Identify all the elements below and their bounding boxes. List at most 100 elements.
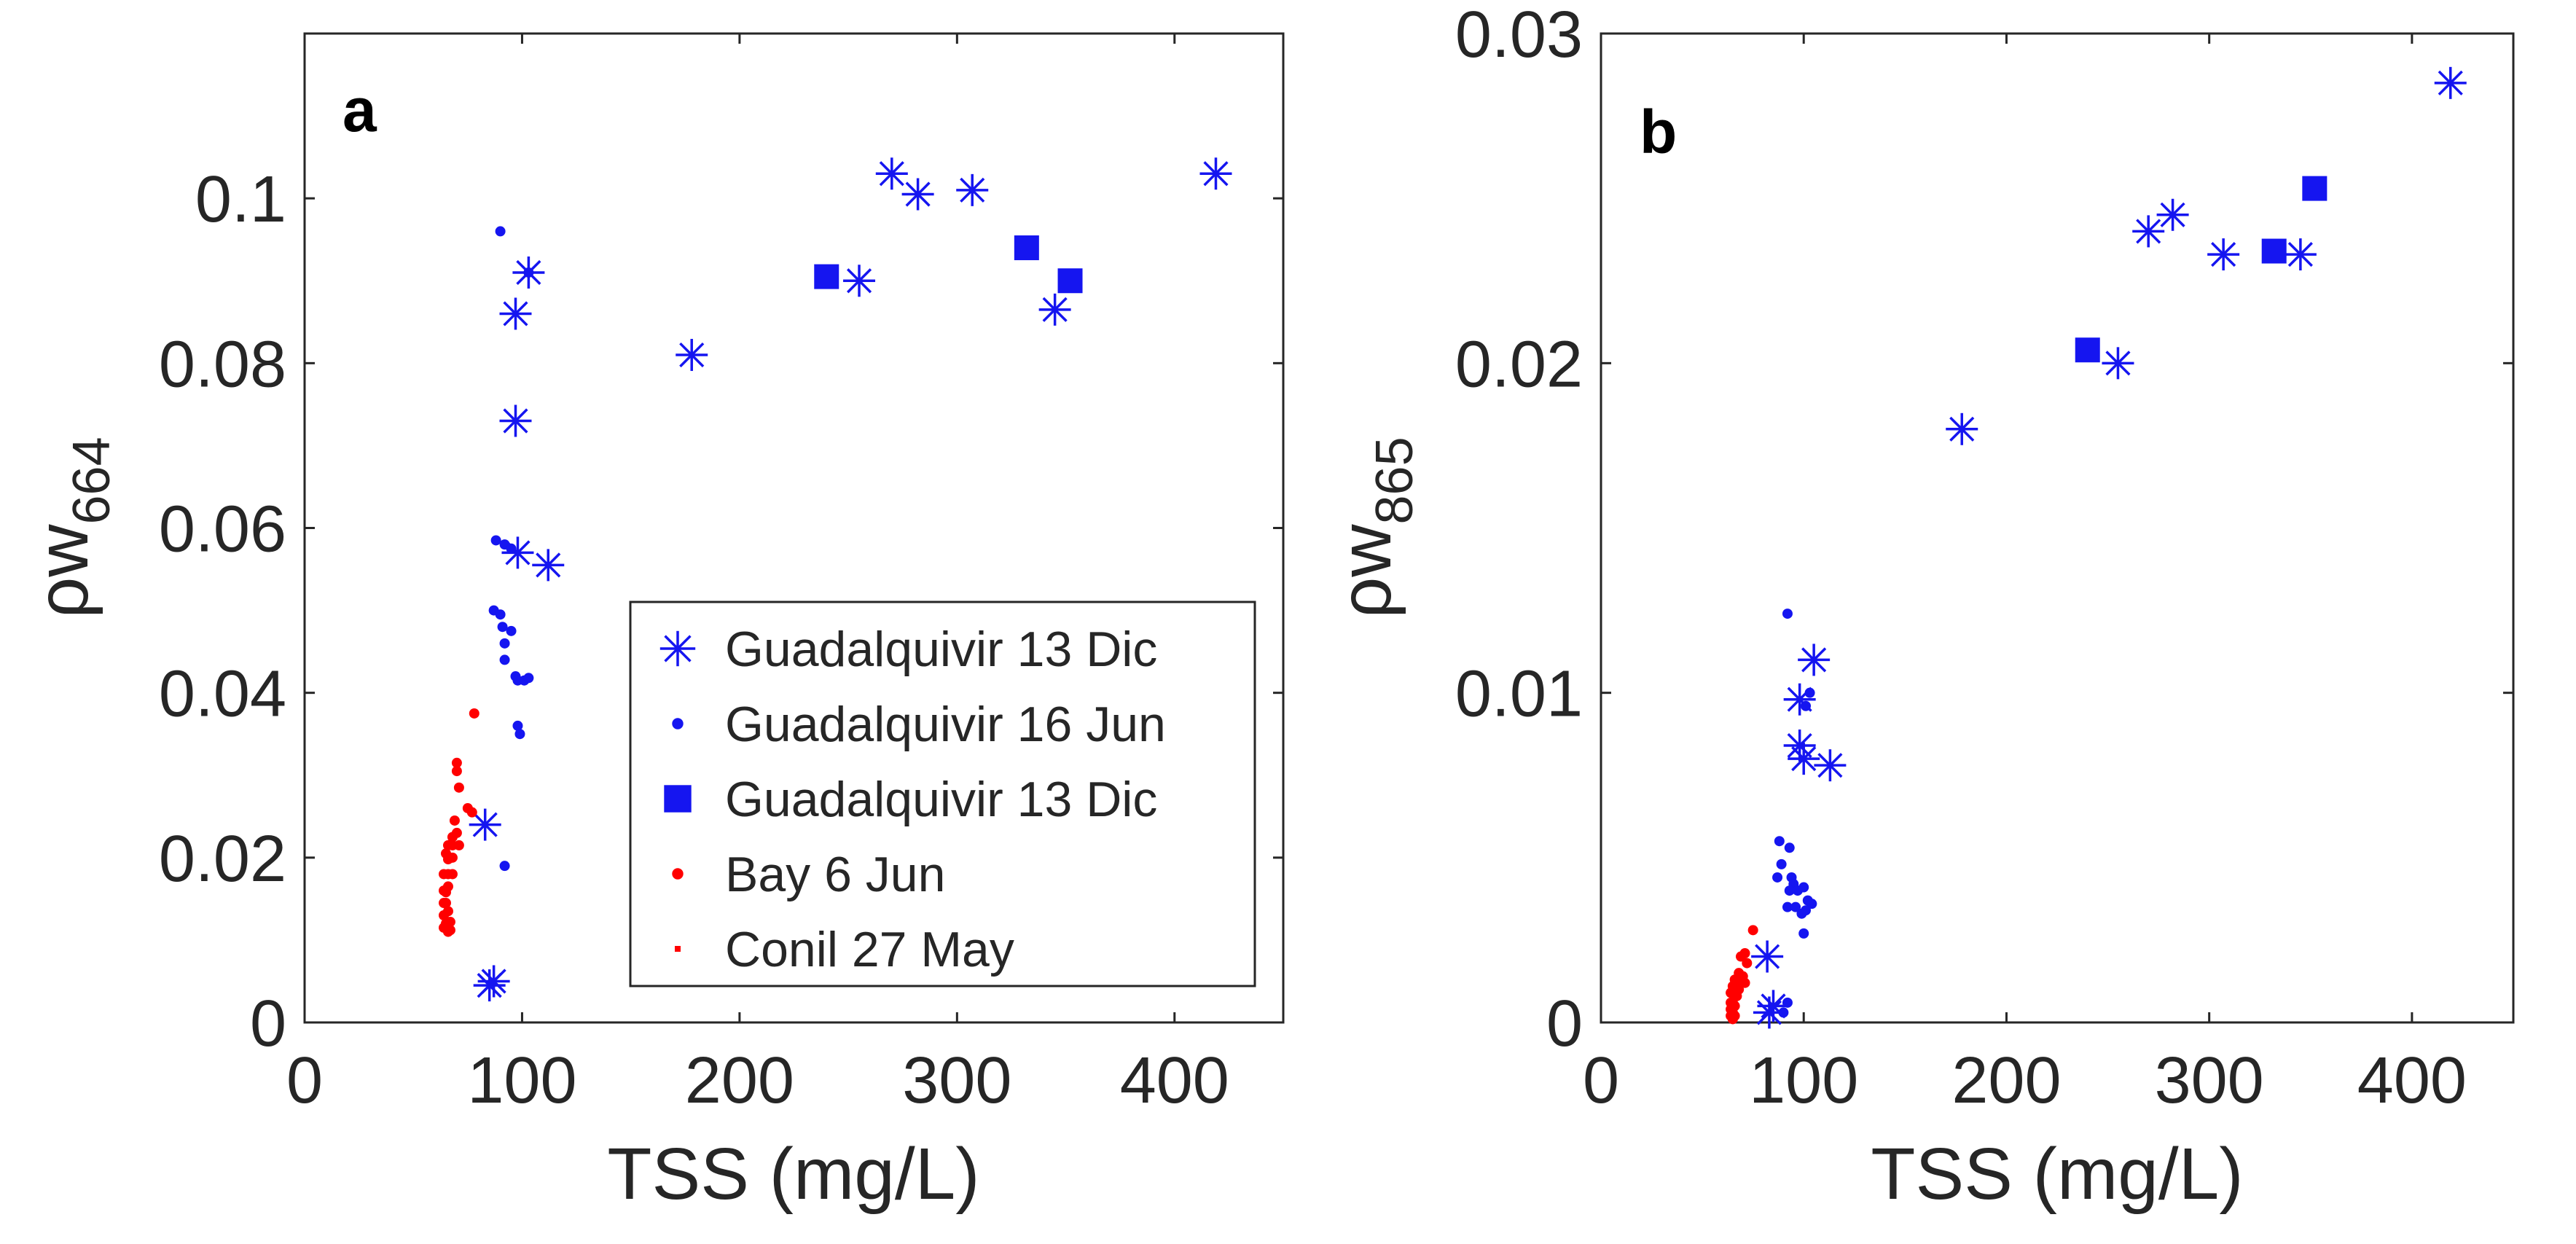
panel-a-series-0-point: [1199, 157, 1232, 190]
panel-a-letter: a: [342, 76, 377, 144]
panel-b-series-0-point: [1798, 643, 1831, 676]
panel-a-series-3-point: [466, 807, 477, 818]
panel-a-y-axis-label-main: ρw: [22, 524, 103, 619]
panel-a-x-axis-label: TSS (mg/L): [607, 1133, 979, 1215]
legend-label-2: Guadalquivir 13 Dic: [725, 772, 1157, 827]
panel-b-series-0-point: [2132, 215, 2165, 248]
legend-label-0: Guadalquivir 13 Dic: [725, 622, 1157, 677]
panel-a-series-3-point: [442, 906, 453, 917]
panel-a-series-1-point: [499, 861, 510, 872]
panel-b-series-1-point: [1784, 885, 1795, 896]
panel-a-series-1-point: [523, 673, 534, 684]
panel-a-series-0-point: [501, 536, 534, 569]
panel-b-series-0-point: [2102, 347, 2134, 380]
panel-a-y-tick-label: 0: [250, 987, 286, 1060]
panel-b-y-tick-label: 0: [1546, 987, 1583, 1060]
panel-a-series-0-point: [875, 157, 908, 190]
legend-box: [629, 601, 1256, 987]
panel-a-series-0-point: [956, 173, 989, 206]
panel-a-series-3-point: [442, 881, 453, 892]
panel-b-y-axis-label-sub: 865: [1366, 437, 1424, 524]
panel-b-series-3-point: [1742, 958, 1753, 969]
panel-a-series-0-point: [499, 404, 532, 437]
panel-b-axes-box: [1600, 32, 2515, 1024]
panel-a-x-tick-label: 100: [467, 1044, 576, 1117]
panel-b-series-3-point: [1735, 951, 1746, 962]
panel-a-series-3-point: [451, 766, 462, 777]
legend-label-1: Guadalquivir 16 Jun: [725, 697, 1166, 752]
panel-a-series-3-point: [447, 869, 458, 880]
panel-a-series-3-point: [445, 917, 455, 928]
panel-b-series-0-point: [1814, 749, 1847, 782]
panel-b-series-2-point: [2075, 337, 2100, 363]
legend-label-4: Conil 27 May: [725, 922, 1014, 977]
panel-a-series-0-point: [901, 178, 934, 211]
panel-a-x-tick-label: 400: [1120, 1044, 1229, 1117]
panel-b-ticks: 0 100 200 300 400 0 0.01 0.02 0.03: [1455, 0, 2513, 1117]
panel-b-series-0-point: [2156, 198, 2189, 231]
panel-a-series-3-point: [440, 898, 451, 909]
panel-b-y-tick-label: 0.01: [1455, 658, 1583, 731]
panel-a-series-1-point: [514, 729, 525, 740]
panel-b-y-tick-label: 0.02: [1455, 328, 1583, 401]
panel-a-ticks: 0 100 200 300 400 0 0.02 0.04 0.06 0.08 0.1: [159, 34, 1283, 1117]
panel-b-x-tick-label: 100: [1749, 1044, 1858, 1117]
panel-a-series-2-point: [814, 264, 839, 289]
panel-a-y-tick-label: 0.06: [159, 493, 286, 566]
panel-b-x-tick-label: 400: [2357, 1044, 2467, 1117]
panel-a-series-1-point: [497, 622, 508, 633]
legend-marker-2: [664, 785, 692, 813]
panel-b-series-0-point: [2434, 66, 2467, 99]
panel-b-series-1-point: [1806, 899, 1817, 909]
panel-b-y-axis-label: ρw865: [1325, 437, 1424, 618]
panel-b-series-1-point: [1784, 842, 1795, 853]
panel-b-series-3-point: [1739, 977, 1750, 988]
legend-marker-0: [659, 630, 696, 667]
panel-b-y-axis-label-main: ρw: [1325, 524, 1406, 619]
panel-a-series-1-point: [495, 226, 506, 237]
panel-a-y-tick-label: 0.04: [159, 658, 286, 731]
panel-a-series-2-point: [1057, 268, 1083, 294]
panel-a-series-3-point: [453, 840, 464, 850]
panel-b-series-1-point: [1782, 997, 1793, 1008]
legend-marker-3: [672, 868, 684, 880]
panel-b-series-3-point: [1747, 925, 1758, 936]
panel-b-series-0-point: [1788, 743, 1820, 775]
panel-b-y-tick-label: 0.03: [1455, 0, 1583, 71]
panel-b-x-tick-label: 300: [2155, 1044, 2264, 1117]
panel-a-marks: [439, 157, 1232, 1002]
panel-b-x-axis-label: TSS (mg/L): [1871, 1133, 2243, 1215]
panel-a-series-1-point: [506, 543, 517, 554]
panel-a-y-axis-label: ρw664: [22, 437, 121, 618]
panel-a-y-tick-label: 0.1: [195, 163, 286, 236]
panel-a-series-1-point: [499, 638, 510, 649]
panel-a-x-tick-label: 0: [286, 1044, 323, 1117]
panel-b-series-1-point: [1782, 901, 1793, 912]
panel-b-series-1-point: [1798, 928, 1809, 939]
panel-a-series-3-point: [451, 757, 462, 768]
panel-b-series-1-point: [1801, 905, 1812, 916]
panel-b-series-0-point: [2284, 238, 2317, 271]
panel-b-marks: [1726, 66, 2467, 1029]
panel-a-series-0-point: [843, 265, 876, 297]
panel-b-series-1-point: [1798, 882, 1809, 893]
panel-b-series-1-point: [1774, 836, 1785, 847]
panel-a-series-1-point: [506, 625, 517, 636]
legend-marker-1: [672, 718, 684, 729]
panel-a-series-1-point: [512, 720, 523, 731]
panel-a-series-3-point: [442, 926, 453, 937]
panel-b-series-1-point: [1804, 687, 1815, 698]
panel-a-series-1-point: [495, 609, 506, 620]
panel-a-x-tick-label: 300: [902, 1044, 1011, 1117]
panel-a-series-0-point: [676, 339, 708, 372]
panel-a-series-3-point: [447, 832, 458, 842]
legend-marker-4: [675, 946, 681, 952]
legend-label-3: Bay 6 Jun: [725, 847, 945, 902]
panel-b-x-tick-label: 200: [1951, 1044, 2061, 1117]
panel-a-series-0-point: [1038, 293, 1071, 326]
panel-b-series-1-point: [1790, 901, 1801, 912]
panel-b-series-1-point: [1778, 1007, 1789, 1018]
panel-b-series-1-point: [1782, 609, 1793, 619]
